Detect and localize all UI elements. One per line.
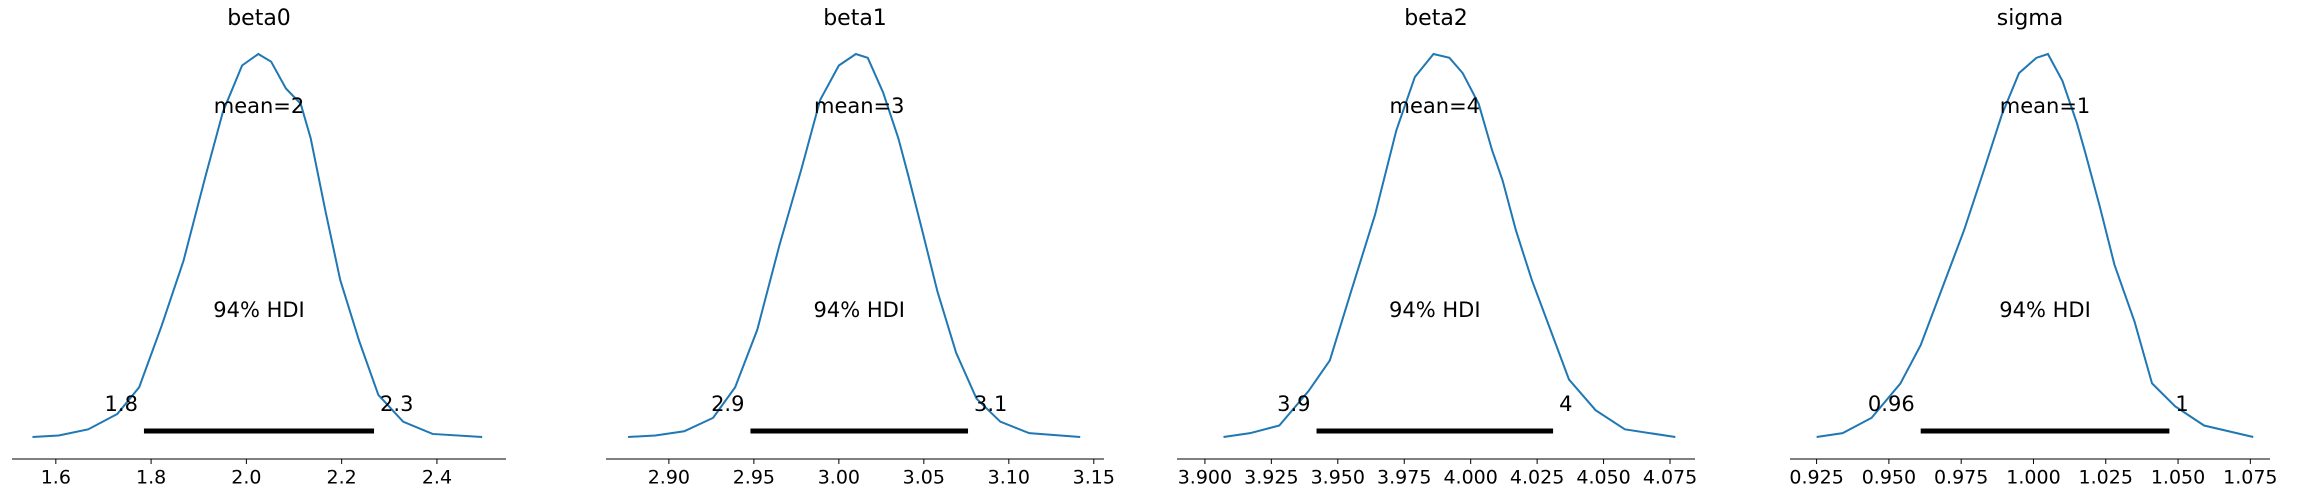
hdi-upper-label: 2.3 [380, 392, 413, 416]
hdi-lower-label: 2.9 [711, 392, 744, 416]
hdi-lower-label: 3.9 [1277, 392, 1310, 416]
x-tick-label: 1.000 [2006, 467, 2060, 489]
x-tick-label: 4.025 [1510, 467, 1564, 489]
hdi-label: 94% HDI [213, 298, 305, 322]
hdi-label: 94% HDI [1999, 298, 2091, 322]
hdi-upper-label: 4 [1559, 392, 1572, 416]
panel-title: beta0 [227, 6, 291, 31]
density-curve [1816, 52, 2254, 438]
x-tick-label: 2.2 [327, 467, 357, 489]
mean-label: mean=3 [814, 94, 905, 118]
mean-label: mean=2 [214, 94, 305, 118]
density-curve [628, 52, 1081, 438]
hdi-upper-label: 1 [2175, 392, 2188, 416]
x-tick-label: 1.075 [2223, 467, 2277, 489]
x-tick-label: 0.975 [1934, 467, 1988, 489]
x-tick-label: 4.000 [1443, 467, 1497, 489]
x-tick-label: 1.025 [2079, 467, 2133, 489]
mean-label: mean=1 [2000, 94, 2091, 118]
x-tick-label: 1.6 [41, 467, 71, 489]
x-tick-label: 2.0 [231, 467, 261, 489]
density-curve [32, 52, 483, 438]
panel-title: sigma [1997, 6, 2063, 31]
x-tick-label: 4.050 [1576, 467, 1630, 489]
mean-label: mean=4 [1390, 94, 1481, 118]
x-tick-label: 3.15 [1073, 467, 1115, 489]
x-tick-label: 2.4 [422, 467, 452, 489]
x-tick-label: 3.05 [903, 467, 945, 489]
x-tick-label: 3.925 [1244, 467, 1298, 489]
x-tick-label: 0.925 [1789, 467, 1843, 489]
hdi-label: 94% HDI [813, 298, 905, 322]
x-tick-label: 3.00 [818, 467, 860, 489]
hdi-upper-label: 3.1 [974, 392, 1007, 416]
x-tick-label: 2.95 [733, 467, 775, 489]
x-tick-label: 1.8 [136, 467, 166, 489]
x-tick-label: 3.950 [1311, 467, 1365, 489]
x-tick-label: 3.10 [988, 467, 1030, 489]
x-tick-label: 3.900 [1178, 467, 1232, 489]
panel-title: beta1 [823, 6, 887, 31]
hdi-lower-label: 1.8 [105, 392, 138, 416]
x-tick-label: 2.90 [648, 467, 690, 489]
x-tick-label: 4.075 [1643, 467, 1697, 489]
panel-title: beta2 [1404, 6, 1468, 31]
density-curve [1223, 52, 1676, 438]
x-tick-label: 1.050 [2151, 467, 2205, 489]
x-tick-label: 0.950 [1862, 467, 1916, 489]
x-tick-label: 3.975 [1377, 467, 1431, 489]
hdi-lower-label: 0.96 [1868, 392, 1915, 416]
hdi-label: 94% HDI [1389, 298, 1481, 322]
